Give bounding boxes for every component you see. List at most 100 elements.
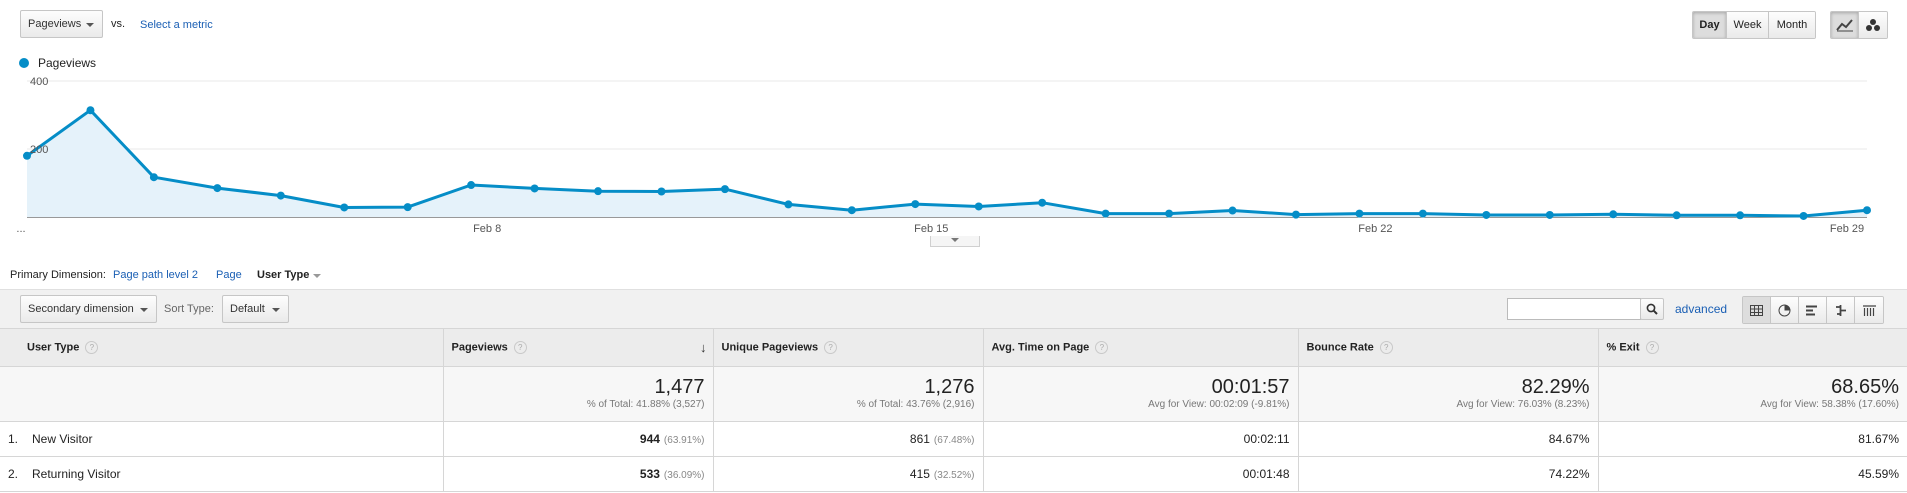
row-exit: 45.59% xyxy=(1597,456,1907,492)
row-unique-pageviews: 415 (32.52%) xyxy=(712,456,983,492)
table-view-toggle xyxy=(1742,296,1884,324)
chevron-down-icon xyxy=(140,308,148,312)
dimension-option-page[interactable]: Page xyxy=(216,269,242,281)
data-point[interactable] xyxy=(1355,209,1364,218)
motion-chart-button[interactable] xyxy=(1859,12,1887,38)
data-point[interactable] xyxy=(1672,211,1681,220)
data-point[interactable] xyxy=(276,191,285,200)
column-header-unique-pageviews[interactable]: Unique Pageviews? xyxy=(712,328,983,367)
data-table: User Type? Pageviews? ↓ Unique Pageviews?… xyxy=(0,328,1907,492)
row-unique-pageviews: 861 (67.48%) xyxy=(712,421,983,457)
data-point[interactable] xyxy=(403,203,412,212)
row-avg-time: 00:01:48 xyxy=(982,456,1298,492)
advanced-search-link[interactable]: advanced xyxy=(1675,302,1728,316)
table-header-row: User Type? Pageviews? ↓ Unique Pageviews?… xyxy=(0,328,1907,367)
data-point[interactable] xyxy=(911,200,920,209)
column-header-pageviews[interactable]: Pageviews? ↓ xyxy=(442,328,713,367)
secondary-dimension-select[interactable]: Secondary dimension xyxy=(20,295,157,323)
totals-bounce-rate: 82.29% Avg for View: 76.03% (8.23%) xyxy=(1297,366,1598,422)
period-week-button[interactable]: Week xyxy=(1727,12,1769,38)
row-user-type-link[interactable]: New Visitor xyxy=(32,432,93,446)
select-metric-link[interactable]: Select a metric xyxy=(140,19,213,31)
data-point[interactable] xyxy=(1482,210,1491,219)
line-chart-button[interactable] xyxy=(1831,12,1859,38)
pie-view-button[interactable] xyxy=(1771,297,1799,323)
secondary-dimension-label: Secondary dimension xyxy=(28,303,134,315)
chevron-down-icon xyxy=(951,238,959,242)
search-button[interactable] xyxy=(1640,298,1664,320)
metric-select[interactable]: Pageviews xyxy=(20,10,103,38)
data-point[interactable] xyxy=(1038,198,1047,207)
row-exit: 81.67% xyxy=(1597,421,1907,457)
data-point[interactable] xyxy=(1418,209,1427,218)
dimension-option-page-path-level-2[interactable]: Page path level 2 xyxy=(113,269,199,281)
data-table-view-button[interactable] xyxy=(1743,297,1771,323)
help-icon[interactable]: ? xyxy=(1095,341,1109,354)
data-point[interactable] xyxy=(213,184,222,193)
data-point[interactable] xyxy=(1736,211,1745,220)
data-point[interactable] xyxy=(784,200,793,209)
performance-view-button[interactable] xyxy=(1799,297,1827,323)
chart-collapse-handle[interactable] xyxy=(930,236,980,247)
period-toggle: Day Week Month xyxy=(1692,11,1816,39)
data-point[interactable] xyxy=(467,181,476,190)
data-point[interactable] xyxy=(974,202,983,211)
row-bounce-rate: 84.67% xyxy=(1297,421,1598,457)
x-tick-label: Feb 8 xyxy=(473,223,501,235)
data-point[interactable] xyxy=(1863,206,1871,215)
bubble-chart-icon xyxy=(1866,19,1880,31)
column-header-bounce-rate[interactable]: Bounce Rate? xyxy=(1297,328,1598,367)
pie-chart-icon xyxy=(1778,304,1791,316)
period-month-button[interactable]: Month xyxy=(1769,12,1815,38)
sort-type-label: Sort Type: xyxy=(164,303,214,315)
period-day-button[interactable]: Day xyxy=(1693,12,1727,38)
legend-dot-icon xyxy=(19,58,29,68)
data-point[interactable] xyxy=(657,187,666,196)
chart-type-toggle xyxy=(1830,11,1888,39)
table-search-input[interactable] xyxy=(1507,298,1641,320)
column-header-user-type[interactable]: User Type? xyxy=(0,328,443,367)
pivot-icon xyxy=(1862,304,1876,316)
help-icon[interactable]: ? xyxy=(1645,341,1659,354)
data-point[interactable] xyxy=(720,185,729,194)
data-point[interactable] xyxy=(1228,206,1237,215)
help-icon[interactable]: ? xyxy=(513,341,527,354)
data-point[interactable] xyxy=(149,173,158,182)
column-header-avg-time-on-page[interactable]: Avg. Time on Page? xyxy=(982,328,1298,367)
row-user-type-link[interactable]: Returning Visitor xyxy=(32,467,121,481)
data-point[interactable] xyxy=(86,106,95,115)
chevron-down-icon xyxy=(313,274,321,278)
legend-label: Pageviews xyxy=(38,56,96,70)
comparison-view-button[interactable] xyxy=(1827,297,1855,323)
data-point[interactable] xyxy=(1609,210,1618,219)
dimension-option-user-type[interactable]: User Type xyxy=(257,269,321,281)
data-point[interactable] xyxy=(530,184,539,193)
data-point[interactable] xyxy=(1291,210,1300,219)
sort-type-select[interactable]: Default xyxy=(222,295,289,323)
data-point[interactable] xyxy=(847,206,856,215)
help-icon[interactable]: ? xyxy=(824,341,838,354)
line-chart-icon xyxy=(1835,19,1853,32)
pageviews-chart: Pageviews ... Feb 8 Feb 15 Feb 22 Feb 29 400… xyxy=(16,56,1871,235)
series-line xyxy=(26,108,1868,218)
help-icon[interactable]: ? xyxy=(1379,341,1393,354)
dimension-active-label: User Type xyxy=(257,269,310,281)
data-point[interactable] xyxy=(1545,210,1554,219)
data-point[interactable] xyxy=(594,187,603,196)
data-point[interactable] xyxy=(1165,209,1174,218)
help-icon[interactable]: ? xyxy=(85,341,99,354)
pivot-view-button[interactable] xyxy=(1855,297,1883,323)
data-point[interactable] xyxy=(1799,211,1808,220)
data-point[interactable] xyxy=(340,203,349,212)
sort-arrow-down-icon: ↓ xyxy=(700,340,707,355)
primary-dimension-label: Primary Dimension: xyxy=(10,269,106,281)
x-tick-label: Feb 29 xyxy=(1830,223,1864,235)
series-area xyxy=(27,110,1867,217)
table-row: 2. Returning Visitor 533 (36.09%) 415 (32.5… xyxy=(0,456,1907,492)
chevron-down-icon xyxy=(86,23,94,27)
column-header-exit[interactable]: % Exit? xyxy=(1597,328,1907,367)
data-point[interactable] xyxy=(1101,209,1110,218)
table-row: 1. New Visitor 944 (63.91%) 861 (67.48%) 00… xyxy=(0,421,1907,457)
data-point[interactable] xyxy=(23,151,31,160)
totals-label-cell xyxy=(0,366,443,422)
